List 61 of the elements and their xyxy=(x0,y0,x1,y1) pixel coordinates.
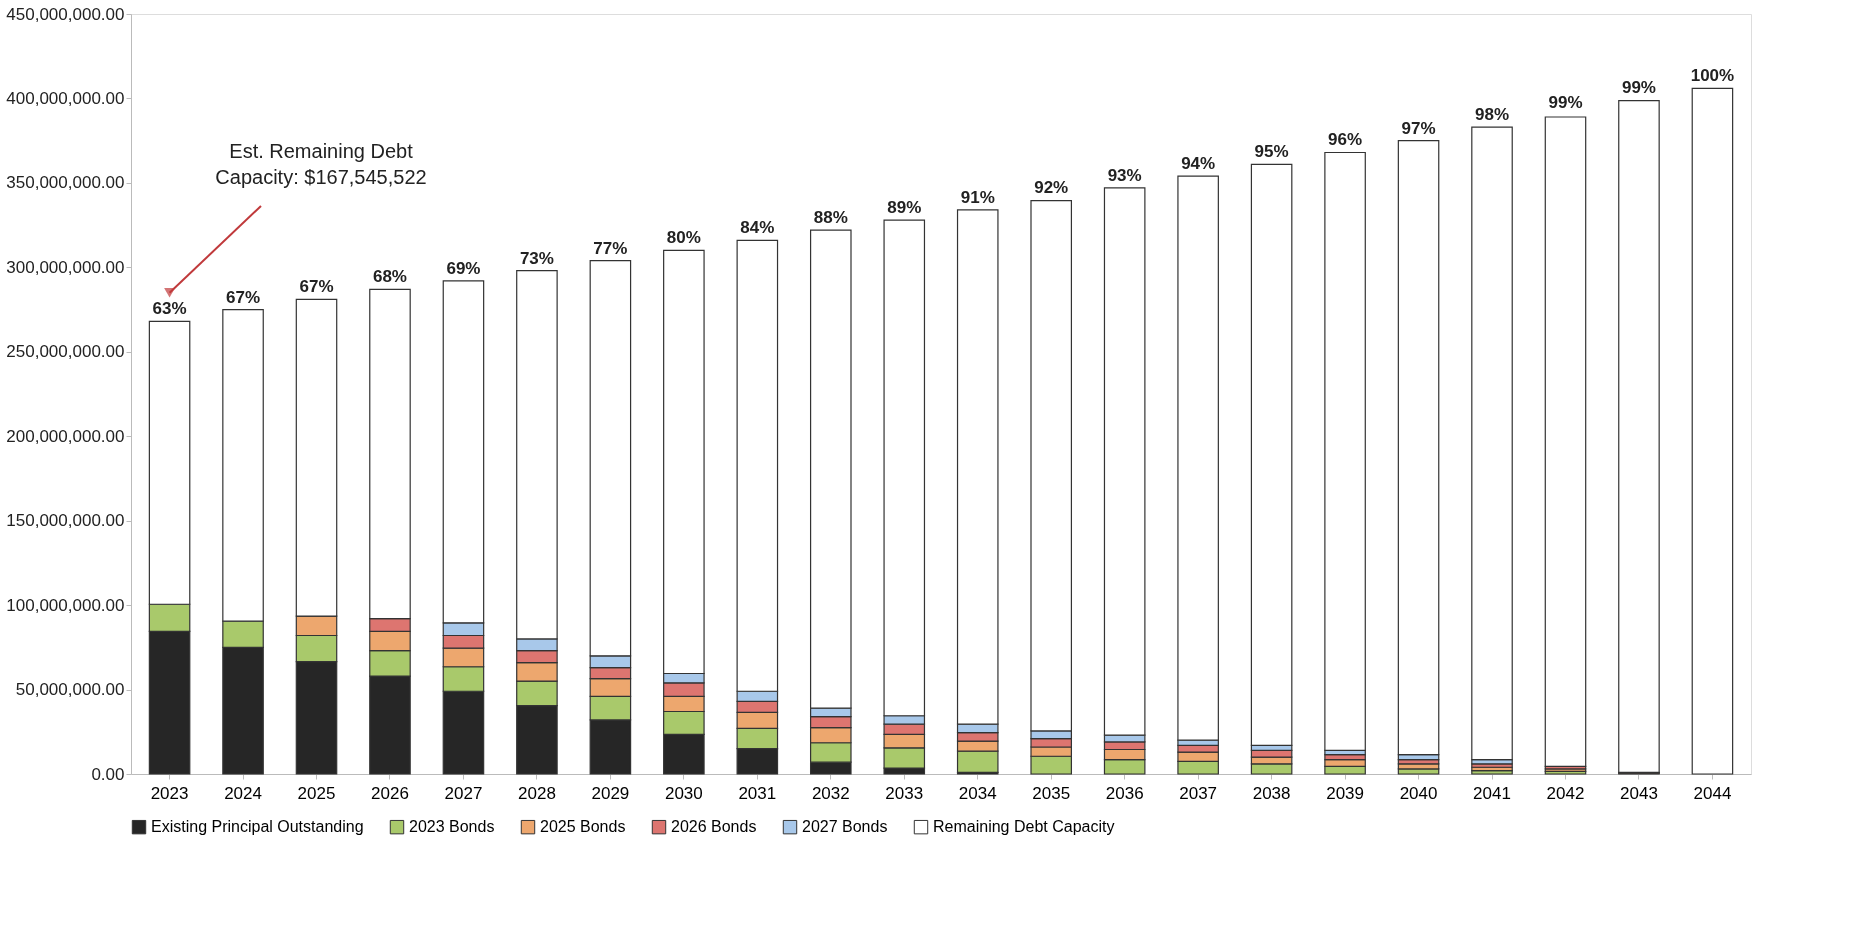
x-tick-label: 2024 xyxy=(224,783,262,803)
y-tick-label: 0.00 xyxy=(91,764,125,784)
x-tick-label: 2025 xyxy=(297,783,336,803)
x-tick-label: 2040 xyxy=(1399,783,1438,803)
annotation: 91% xyxy=(960,187,995,207)
annotation: 63% xyxy=(152,299,187,319)
legend-label: 2027 Bonds xyxy=(802,818,888,836)
annotation: 77% xyxy=(593,238,628,258)
x-tick-label: 2041 xyxy=(1473,783,1511,803)
annotation: 88% xyxy=(813,208,848,228)
legend-label: 2023 Bonds xyxy=(409,818,495,836)
y-tick-label: 100,000,000.00 xyxy=(6,595,125,615)
annotation: 94% xyxy=(1181,154,1216,174)
x-tick-label: 2030 xyxy=(664,783,703,803)
y-tick-label: 200,000,000.00 xyxy=(6,426,125,446)
y-tick-label: 250,000,000.00 xyxy=(6,342,125,362)
annotation: 93% xyxy=(1107,165,1142,185)
annotation: 84% xyxy=(740,218,775,238)
annotation: 99% xyxy=(1621,78,1656,98)
x-tick-label: 2031 xyxy=(738,783,777,803)
annotation: 100% xyxy=(1690,66,1735,86)
annotation: 92% xyxy=(1034,177,1069,197)
annotation: 99% xyxy=(1548,93,1583,113)
y-tick-label: 400,000,000.00 xyxy=(6,88,125,108)
annotation: 98% xyxy=(1475,105,1510,125)
x-tick-label: 2032 xyxy=(811,783,850,803)
x-tick-label: 2035 xyxy=(1032,783,1071,803)
legend-label: Remaining Debt Capacity xyxy=(933,818,1115,836)
annotation: Est. Remaining Debt Capacity: $167,545,522 xyxy=(215,140,427,188)
x-tick-label: 2037 xyxy=(1179,783,1218,803)
legend-label: 2026 Bonds xyxy=(671,818,757,836)
x-tick-label: 2043 xyxy=(1620,783,1658,803)
x-tick-label: 2027 xyxy=(444,783,483,803)
x-tick-label: 2042 xyxy=(1546,783,1585,803)
x-tick-label: 2033 xyxy=(885,783,924,803)
legend-label: Existing Principal Outstanding xyxy=(151,818,364,836)
y-tick-label: 450,000,000.00 xyxy=(6,4,125,24)
annotation: 68% xyxy=(372,267,407,287)
x-tick-label: 2038 xyxy=(1252,783,1291,803)
annotation: 80% xyxy=(666,228,701,248)
annotation: 67% xyxy=(226,287,261,307)
x-tick-label: 2039 xyxy=(1326,783,1364,803)
x-tick-label: 2028 xyxy=(518,783,556,803)
x-tick-label: 2036 xyxy=(1105,783,1144,803)
annotation: 69% xyxy=(446,258,481,278)
x-tick-label: 2044 xyxy=(1693,783,1732,803)
legend-label: 2025 Bonds xyxy=(540,818,626,836)
x-tick-label: 2026 xyxy=(371,783,409,803)
annotation: 96% xyxy=(1328,130,1363,150)
y-tick-label: 350,000,000.00 xyxy=(6,173,125,193)
y-tick-label: 300,000,000.00 xyxy=(6,257,125,277)
annotation: 73% xyxy=(519,248,554,268)
x-tick-label: 2034 xyxy=(958,783,997,803)
annotation: 95% xyxy=(1254,142,1289,162)
y-tick-label: 50,000,000.00 xyxy=(15,680,125,700)
x-tick-label: 2029 xyxy=(591,783,630,803)
x-tick-label: 2023 xyxy=(150,783,189,803)
annotation: 67% xyxy=(299,277,334,297)
y-tick-label: 150,000,000.00 xyxy=(6,511,125,531)
annotation: 89% xyxy=(887,198,922,218)
annotation: 97% xyxy=(1401,118,1436,138)
